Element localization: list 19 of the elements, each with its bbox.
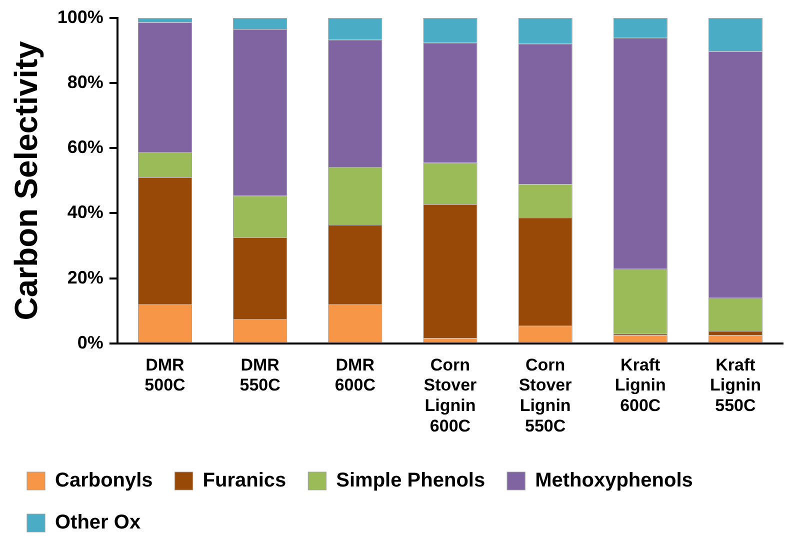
y-tick-label: 0%	[77, 332, 104, 352]
x-tick-label: Kraft Lignin 600C	[614, 355, 666, 416]
y-axis-title: Carbon Selectivity	[8, 40, 44, 320]
x-tick-label: Kraft Lignin 550C	[710, 355, 761, 416]
legend-label: Carbonyls	[55, 470, 153, 492]
x-tick-label: Corn Stover Lignin 600C	[424, 355, 478, 436]
y-tick-label: 60%	[67, 137, 104, 158]
legend-label: Furanics	[202, 470, 286, 492]
x-tick-label: DMR 500C	[144, 355, 186, 395]
y-tick-label: 20%	[67, 267, 104, 288]
x-tick-label: DMR 600C	[334, 355, 376, 395]
y-tick-label: 40%	[67, 202, 104, 222]
legend-label: Methoxyphenols	[535, 470, 693, 492]
x-tick-label: DMR 550C	[240, 355, 280, 395]
legend-label: Other Ox	[55, 512, 141, 534]
y-tick-label: 100%	[57, 6, 104, 27]
y-tick-label: 80%	[67, 72, 104, 92]
legend-label: Simple Phenols	[336, 470, 486, 492]
x-tick-label: Corn Stover Lignin 550C	[518, 355, 572, 436]
